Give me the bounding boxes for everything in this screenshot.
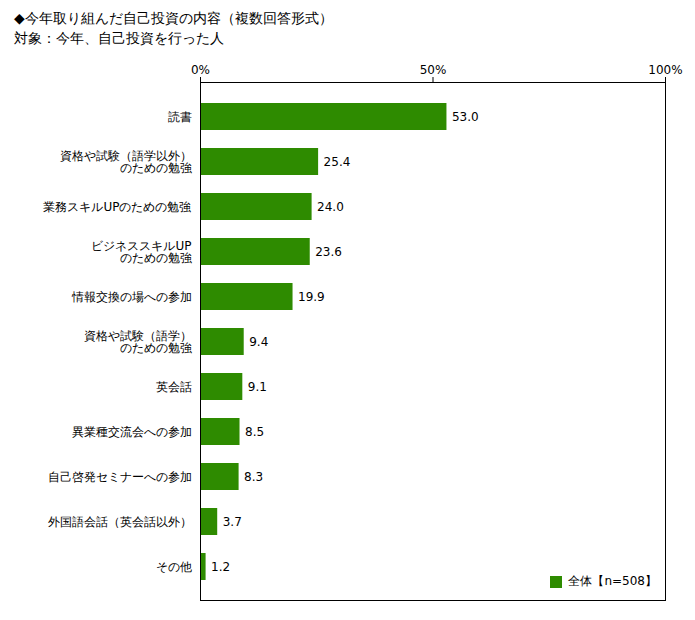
svg-text:3.7: 3.7 <box>223 515 242 529</box>
svg-text:1.2: 1.2 <box>211 560 230 574</box>
svg-text:0%: 0% <box>191 63 210 77</box>
svg-text:9.1: 9.1 <box>248 380 267 394</box>
html-text:◆今年取り組んだ自己投資の内容（複数回答形式）: ◆今年取り組んだ自己投資の内容（複数回答形式） <box>14 10 333 26</box>
svg-text:外国語会話（英会話以外）: 外国語会話（英会話以外） <box>48 515 192 529</box>
svg-text:その他: その他 <box>156 560 192 574</box>
html-text:対象：今年、自己投資を行った人: 対象：今年、自己投資を行った人 <box>14 30 224 46</box>
svg-text:資格や試験（語学）のための勉強: 資格や試験（語学）のための勉強 <box>84 329 192 355</box>
svg-text:情報交換の場への参加: 情報交換の場への参加 <box>71 290 192 304</box>
svg-text:53.0: 53.0 <box>452 110 479 124</box>
svg-text:23.6: 23.6 <box>315 245 342 259</box>
svg-text:24.0: 24.0 <box>317 200 344 214</box>
svg-text:自己啓発セミナーへの参加: 自己啓発セミナーへの参加 <box>48 470 192 484</box>
svg-text:25.4: 25.4 <box>324 155 351 169</box>
svg-text:ビジネススキルUPのための勉強: ビジネススキルUPのための勉強 <box>91 239 191 265</box>
svg-text:19.9: 19.9 <box>298 290 325 304</box>
svg-text:異業種交流会への参加: 異業種交流会への参加 <box>72 425 192 439</box>
svg-text:9.4: 9.4 <box>249 335 268 349</box>
svg-text:業務スキルUPのための勉強: 業務スキルUPのための勉強 <box>43 200 191 214</box>
svg-text:100%: 100% <box>648 63 682 77</box>
svg-text:50%: 50% <box>420 63 447 77</box>
svg-text:読書: 読書 <box>168 110 192 124</box>
svg-text:資格や試験（語学以外）のための勉強: 資格や試験（語学以外）のための勉強 <box>60 149 192 175</box>
svg-text:8.5: 8.5 <box>245 425 264 439</box>
html-text:全体【n=508】: 全体【n=508】 <box>568 574 657 588</box>
svg-text:英会話: 英会話 <box>156 380 192 394</box>
svg-text:8.3: 8.3 <box>244 470 263 484</box>
